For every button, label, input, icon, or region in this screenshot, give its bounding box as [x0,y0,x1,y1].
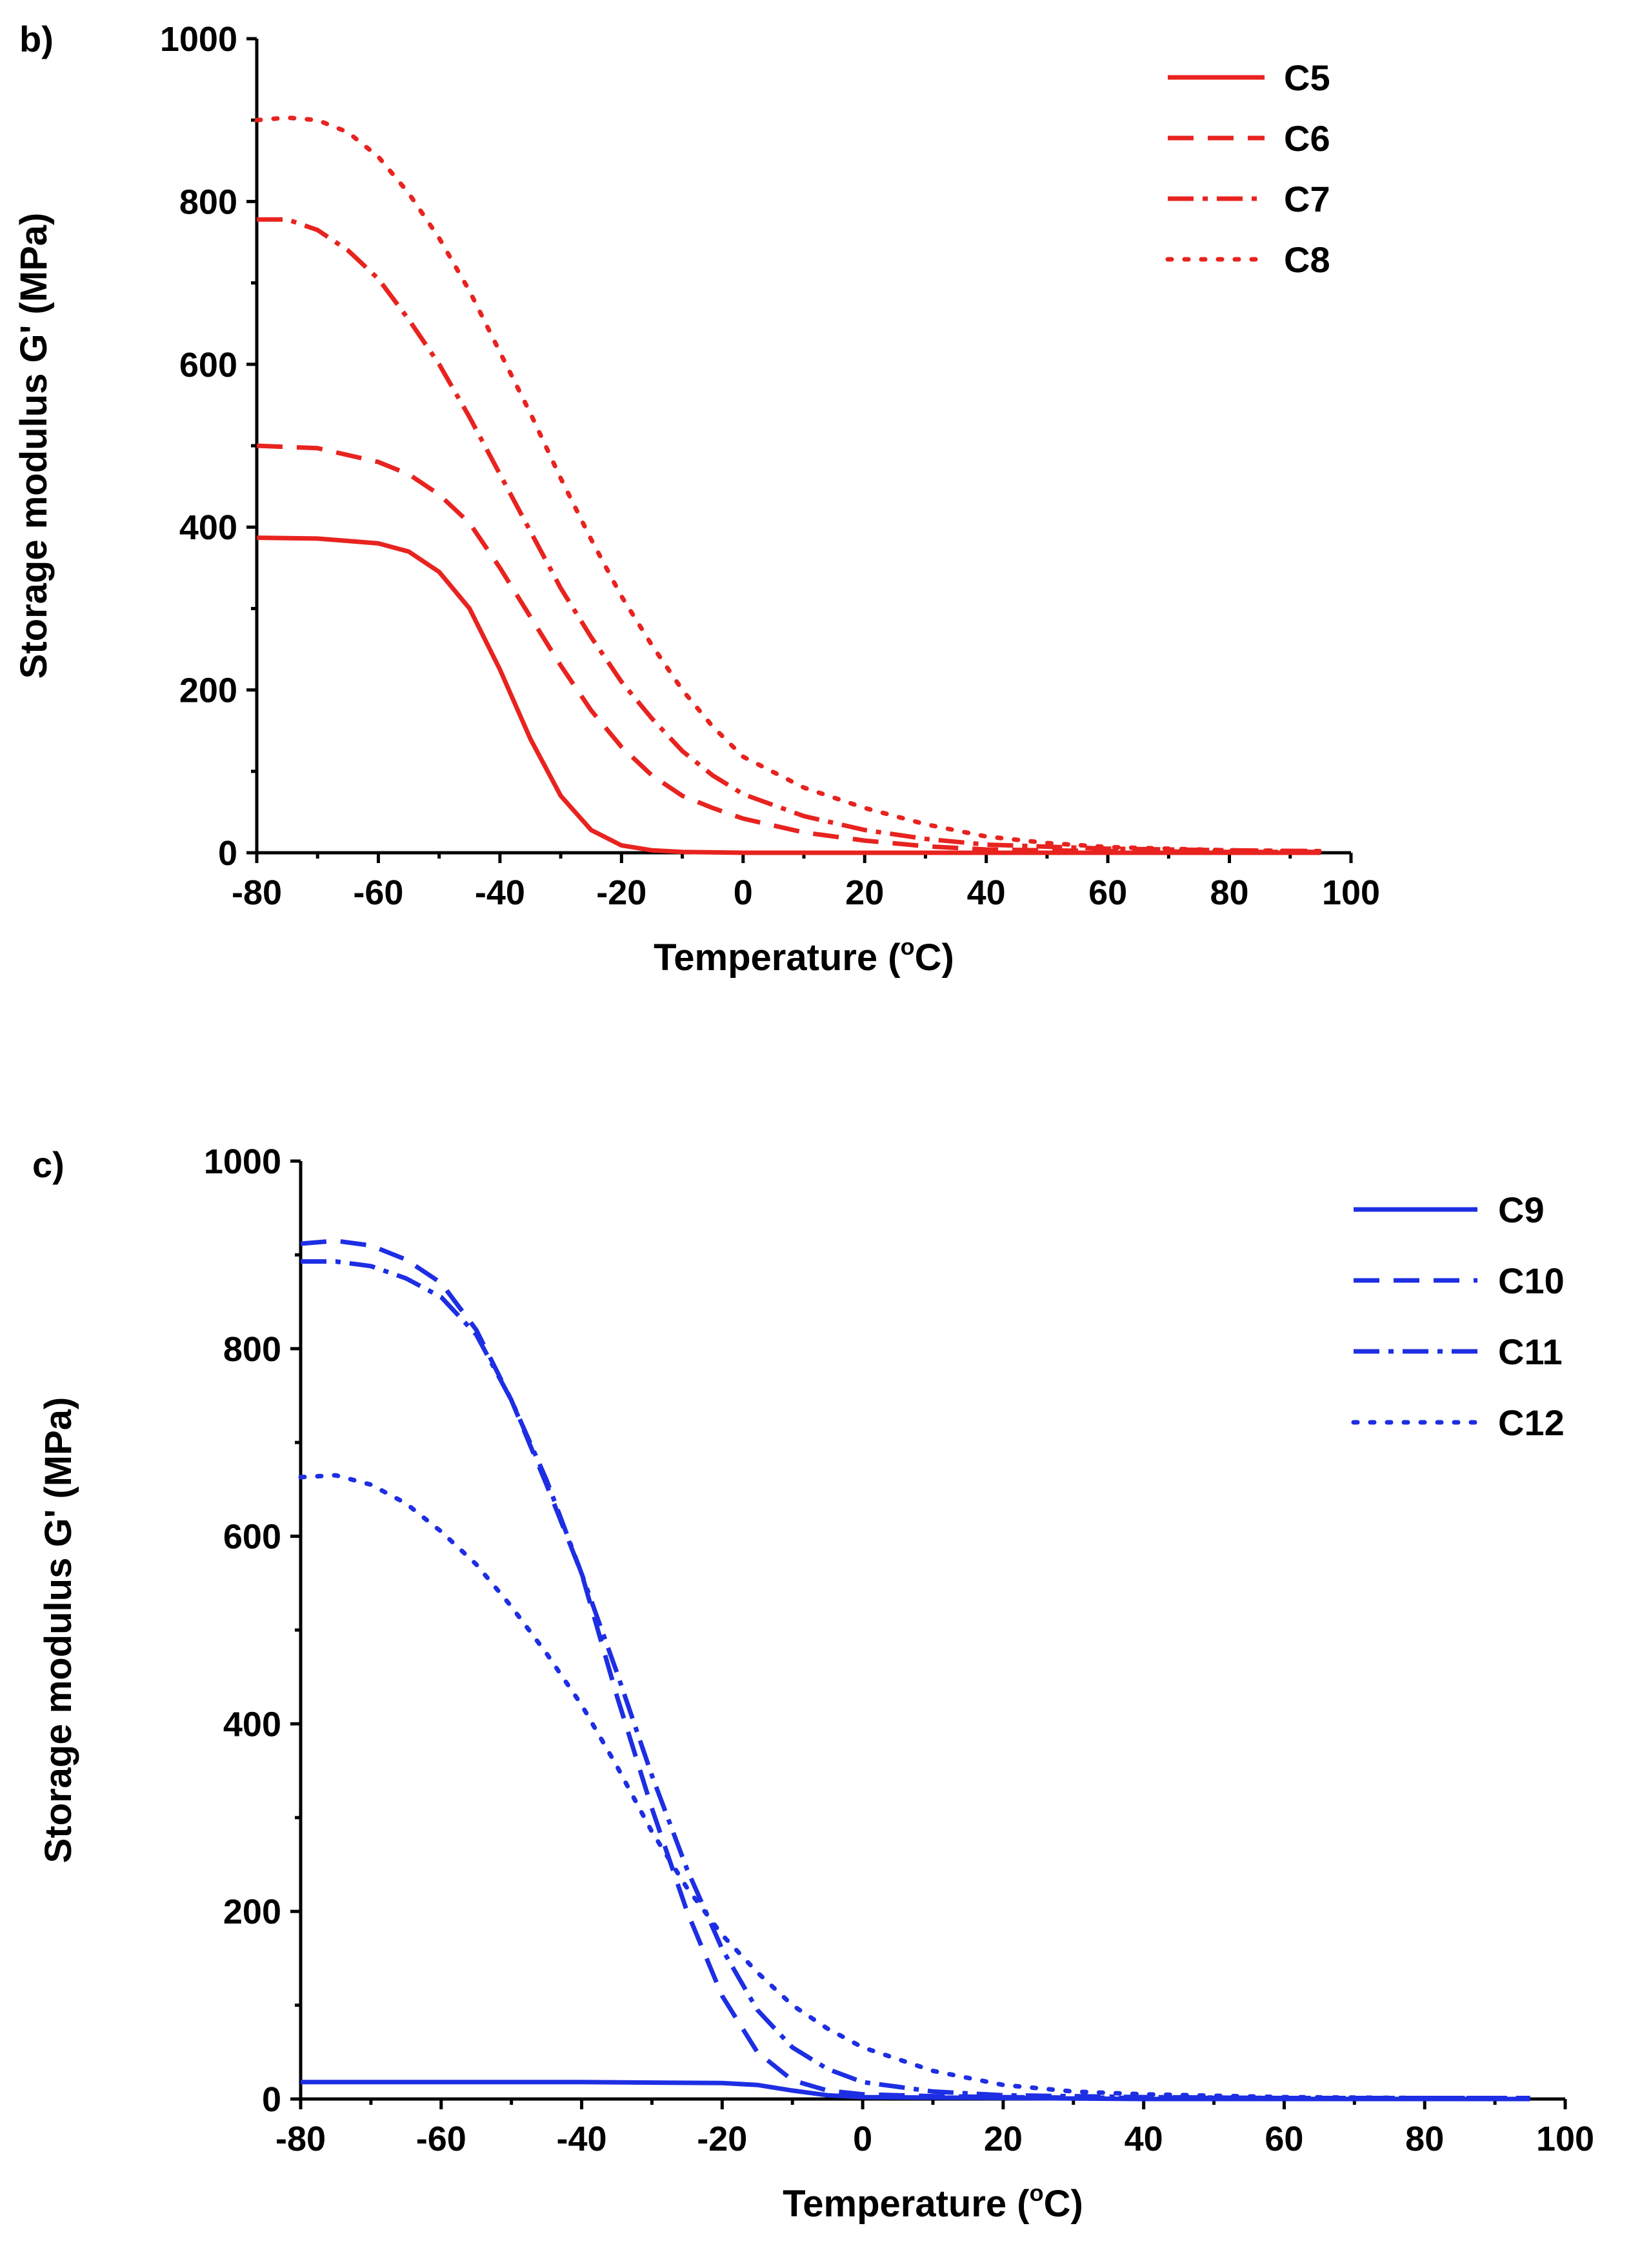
legend-label-c7: C7 [1284,179,1330,219]
x-tick-label: -20 [697,2120,747,2158]
x-tick-label: 0 [734,873,753,912]
x-tick-label: -80 [275,2120,326,2158]
panel-label: c) [32,1144,65,1185]
series-line-c8 [254,115,1323,853]
x-tick-label: 60 [1088,873,1127,912]
x-tick-label: 40 [1125,2120,1163,2158]
x-axis-title: Temperature (oC) [654,933,954,979]
x-tick-label: -60 [416,2120,466,2158]
y-tick-label: 1000 [160,20,237,59]
y-tick-label: 600 [179,346,237,384]
x-axis-title: Temperature (oC) [783,2180,1083,2225]
x-tick-label: 80 [1405,2120,1444,2158]
series-line-c7 [257,217,1321,853]
y-tick-label: 400 [179,508,237,547]
legend-label-c8: C8 [1284,239,1330,280]
y-tick-label: 800 [179,183,237,221]
legend-label-c9: C9 [1498,1189,1545,1230]
series-line-c5 [256,535,1321,855]
y-tick-label: 600 [223,1518,281,1557]
y-tick-label: 0 [218,834,237,873]
legend-label-c6: C6 [1284,118,1330,159]
y-tick-label: 200 [179,671,237,710]
x-tick-label: -40 [557,2120,607,2158]
x-tick-label: -80 [232,873,282,912]
x-tick-label: 100 [1536,2120,1594,2158]
x-tick-label: 80 [1210,873,1249,912]
x-tick-label: 60 [1265,2120,1303,2158]
y-tick-label: 200 [223,1893,281,1931]
series-line-c11 [301,1259,1530,2100]
y-tick-label: 400 [223,1705,281,1744]
x-tick-label: 20 [984,2120,1023,2158]
y-tick-label: 800 [223,1330,281,1369]
chart-panel-c: c)-80 -60 -40 -20 0 20 40 60 80 10002004006008001… [32,1142,1594,2225]
y-axis-title: Storage modulus G' (MPa) [13,213,55,679]
x-tick-label: -20 [596,873,646,912]
y-tick-label: 1000 [204,1142,281,1181]
series-line-c10 [300,1238,1530,2100]
x-tick-label: 0 [853,2120,872,2158]
panel-label: b) [19,19,54,59]
x-tick-label: 100 [1322,873,1380,912]
x-tick-label: 20 [845,873,884,912]
series-line-c12 [298,1473,1533,2100]
legend-label-c12: C12 [1498,1402,1565,1443]
series-line-c6 [256,443,1321,855]
legend-label-c11: C11 [1498,1331,1563,1372]
legend-label-c5: C5 [1284,57,1330,98]
legend-label-c10: C10 [1498,1260,1565,1301]
y-axis-title: Storage modulus G' (MPa) [37,1397,79,1864]
x-tick-label: 40 [967,873,1006,912]
x-tick-label: -60 [353,873,403,912]
x-tick-label: -40 [475,873,525,912]
chart-panel-b: b)-80 -60 -40 -20 0 20 40 60 80 10002004006008001… [13,19,1380,979]
y-tick-label: 0 [262,2080,281,2119]
